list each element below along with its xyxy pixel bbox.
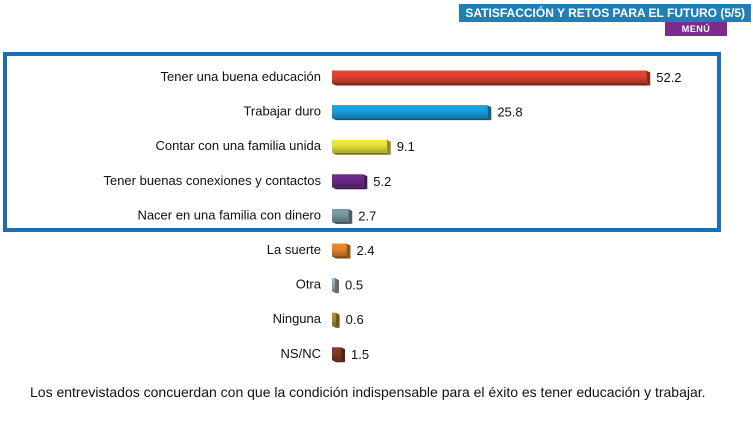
bar-bottom [332,256,351,259]
category-label: La suerte [267,242,321,257]
bar-bottom [332,325,340,328]
highlight-box [3,52,721,232]
value-label: 2.7 [358,208,376,223]
bar-bottom [332,221,353,224]
category-label: Ninguna [273,311,322,326]
bar [332,243,347,257]
category-label: Contar con una familia unida [156,138,322,153]
bar-bottom [332,152,391,155]
bar-bottom [332,360,346,363]
value-label: 9.1 [397,139,415,154]
menu-button[interactable]: MENÚ [665,22,727,36]
bar-side [346,243,351,259]
value-label: 52.2 [656,70,681,85]
bar-bottom [332,291,340,294]
bar [332,105,488,119]
category-label: NS/NC [281,346,321,361]
value-label: 1.5 [351,347,369,362]
page-title-bar: SATISFACCIÓN Y RETOS PARA EL FUTURO (5/5… [459,4,751,22]
bar-side [386,139,391,155]
bar-side [487,105,492,121]
bar-bottom [332,187,368,190]
caption-text: Los entrevistados concuerdan con que la … [30,384,706,400]
bar [332,347,342,361]
bar-side [335,312,340,328]
bar-bottom [332,83,651,86]
bar [332,312,336,326]
bar [332,174,364,188]
bar [332,208,349,222]
category-label: Tener una buena educación [161,69,321,84]
bar-side [348,208,353,224]
category-label: Tener buenas conexiones y contactos [103,173,321,188]
page-title: SATISFACCIÓN Y RETOS PARA EL FUTURO (5/5… [465,6,745,20]
bar-bottom [332,118,492,121]
value-label: 0.5 [345,278,363,293]
value-label: 25.8 [497,105,522,120]
category-label: Nacer en una familia con dinero [137,207,321,222]
bar-side [646,70,651,86]
value-label: 0.6 [346,312,364,327]
bar [332,70,647,84]
bar-side [363,174,368,190]
bar-side [341,347,346,363]
category-label: Otra [296,277,322,292]
value-label: 5.2 [373,174,391,189]
bar-chart: Tener una buena educación 52.2 Trabajar du… [103,69,682,363]
bar [332,139,387,153]
bar [332,278,336,292]
bar-side [335,278,340,294]
value-label: 2.4 [356,243,374,258]
category-label: Trabajar duro [243,104,321,119]
